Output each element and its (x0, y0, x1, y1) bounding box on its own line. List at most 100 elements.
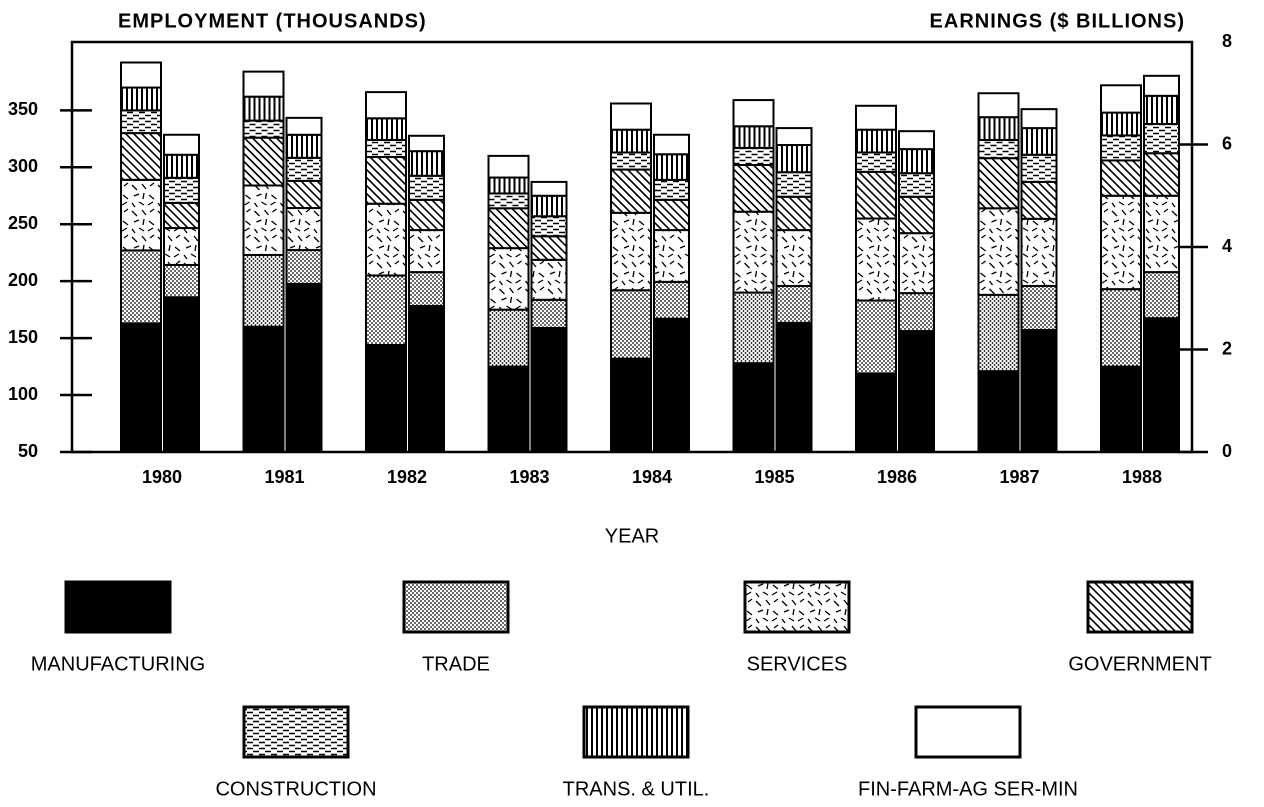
employment-segment (732, 99, 775, 128)
y-tick-label: 50 (18, 441, 38, 461)
earnings-segment (530, 180, 568, 197)
earnings-segment (775, 321, 813, 453)
right-axis-title: EARNINGS ($ BILLIONS) (930, 10, 1185, 32)
earnings-segment (530, 235, 568, 261)
employment-segment (610, 128, 652, 154)
earnings-segment (285, 116, 323, 136)
earnings-segment (285, 133, 323, 159)
earnings-segment (530, 258, 568, 301)
earnings-segment (898, 148, 935, 175)
y2-tick-label: 2 (1222, 338, 1232, 358)
employment-segment (242, 136, 285, 187)
earnings-segment (285, 179, 323, 210)
employment-segment (732, 125, 775, 149)
earnings-segment (1020, 284, 1058, 332)
earnings-segment (653, 229, 690, 283)
earnings-segment (775, 284, 813, 324)
employment-segment (610, 102, 652, 131)
employment-segment (242, 325, 285, 454)
legend-label: SERVICES (747, 653, 848, 675)
earnings-segment (653, 317, 690, 453)
earnings-segment (775, 127, 813, 147)
earnings-segment (163, 263, 200, 299)
employment-segment (977, 157, 1020, 210)
left-axis-title: EMPLOYMENT (THOUSANDS) (118, 10, 427, 32)
earnings-segment (653, 133, 690, 156)
earnings-segment (408, 134, 445, 153)
y-tick-label: 100 (8, 384, 38, 404)
legend-label: CONSTRUCTION (215, 778, 376, 800)
employment-segment (977, 116, 1020, 141)
employment-segment (855, 372, 897, 453)
earnings-segment (1020, 153, 1058, 183)
employment-segment (977, 92, 1020, 119)
employment-segment (732, 362, 775, 453)
employment-segment (365, 117, 407, 141)
employment-segment (977, 370, 1020, 453)
employment-segment (610, 289, 652, 360)
employment-segment (120, 178, 162, 252)
earnings-segment (530, 194, 568, 218)
legend-swatch (64, 580, 172, 634)
employment-segment (365, 202, 407, 277)
x-tick-label: 1985 (754, 467, 794, 487)
employment-segment (1100, 111, 1142, 137)
y2-tick-label: 8 (1222, 31, 1232, 51)
earnings-segment (653, 280, 690, 320)
earnings-segment (285, 207, 323, 252)
legend-swatch (743, 580, 851, 634)
employment-segment (365, 91, 407, 120)
earnings-segment (898, 195, 935, 235)
employment-segment (365, 274, 407, 346)
y-tick-label: 150 (8, 327, 38, 347)
employment-segment (977, 138, 1020, 160)
earnings-segment (775, 144, 813, 174)
y-tick-label: 300 (8, 156, 38, 176)
earnings-segment (530, 298, 568, 329)
earnings-segment (1143, 194, 1180, 274)
legend-label: TRADE (422, 653, 490, 675)
employment-segment (610, 151, 652, 171)
earnings-segment (898, 232, 935, 295)
earnings-segment (1020, 108, 1058, 130)
earnings-segment (1020, 127, 1058, 156)
x-tick-label: 1983 (509, 467, 549, 487)
employment-segment (487, 154, 530, 179)
employment-segment (855, 299, 897, 375)
earnings-segment (408, 198, 445, 232)
employment-segment (242, 184, 285, 256)
x-axis-title: YEAR (605, 525, 659, 547)
employment-segment (855, 128, 897, 154)
employment-segment (1100, 194, 1142, 291)
employment-segment (120, 322, 162, 453)
employment-segment (242, 70, 285, 98)
employment-segment (365, 343, 407, 454)
y-tick-label: 350 (8, 99, 38, 119)
x-tick-label: 1987 (999, 467, 1039, 487)
earnings-segment (1143, 123, 1180, 155)
x-tick-label: 1982 (387, 467, 427, 487)
employment-segment (1100, 159, 1142, 197)
earnings-segment (1143, 271, 1180, 320)
earnings-segment (408, 150, 445, 177)
y2-tick-label: 4 (1222, 236, 1232, 256)
earnings-segment (775, 229, 813, 287)
y-tick-label: 200 (8, 270, 38, 290)
earnings-segment (1143, 94, 1180, 125)
employment-segment (977, 207, 1020, 296)
earnings-segment (163, 153, 200, 179)
earnings-segment (1143, 74, 1180, 97)
legend-label: FIN-FARM-AG SER-MIN (858, 778, 1078, 800)
x-tick-label: 1980 (142, 467, 182, 487)
employment-segment (120, 61, 162, 89)
x-tick-label: 1988 (1122, 467, 1162, 487)
legend-label: TRANS. & UTIL. (563, 778, 710, 800)
earnings-segment (898, 172, 935, 198)
earnings-segment (408, 304, 445, 453)
employment-segment (732, 164, 775, 213)
y2-tick-label: 6 (1222, 133, 1232, 153)
employment-segment (855, 104, 897, 131)
employment-segment (1100, 134, 1142, 162)
employment-segment (487, 192, 530, 210)
